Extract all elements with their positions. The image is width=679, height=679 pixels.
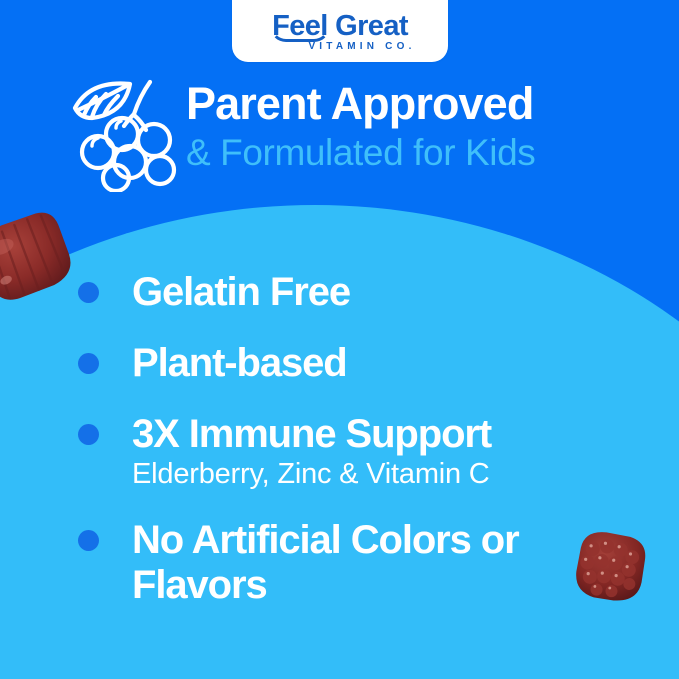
hero-headline-block: Parent Approved & Formulated for Kids [186, 80, 656, 176]
gummy-right-decoration [576, 532, 646, 601]
benefit-label: Plant-based [132, 340, 348, 385]
gummy-left-decoration [0, 212, 71, 300]
bullet-dot-icon [78, 352, 99, 374]
elderberry-cluster-icon [72, 79, 177, 192]
list-item: Plant-based [78, 341, 638, 386]
bullet-dot-icon [78, 530, 99, 552]
benefit-label: No Artificial Colors or Flavors [132, 518, 520, 607]
brand-tagline: VITAMIN CO. [308, 41, 416, 52]
list-item: Gelatin Free [78, 270, 638, 315]
benefit-label: 3X Immune Support [132, 411, 492, 456]
benefit-label: Gelatin Free [132, 270, 351, 314]
benefit-sublabel: Elderberry, Zinc & Vitamin C [132, 458, 490, 491]
smile-swoosh-icon [270, 26, 330, 42]
hero-title: Parent Approved [186, 78, 534, 129]
benefits-list: Gelatin Free Plant-based 3X Immune Suppo… [78, 270, 638, 634]
list-item: 3X Immune Support Elderberry, Zinc & Vit… [78, 412, 638, 493]
brand-logo-badge: Feel Great VITAMIN CO. [232, 0, 448, 62]
list-item: No Artificial Colors or Flavors [78, 518, 638, 608]
bullet-dot-icon [78, 423, 99, 445]
background-arc-shape [0, 205, 679, 679]
hero-subtitle: & Formulated for Kids [186, 132, 536, 174]
bullet-dot-icon [78, 282, 99, 303]
